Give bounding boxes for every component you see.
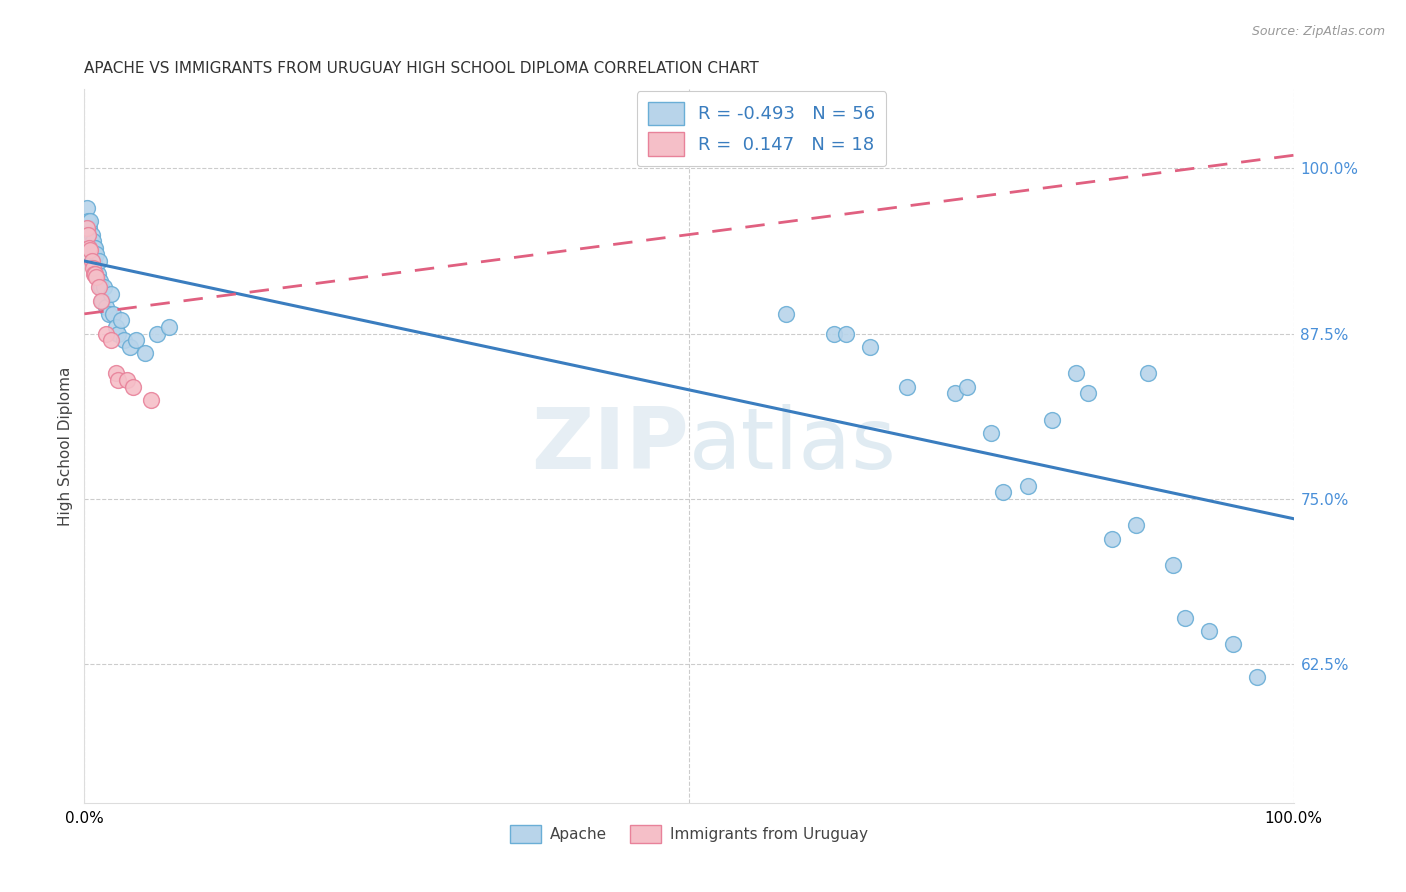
Point xyxy=(956,379,979,393)
Point xyxy=(76,201,98,215)
Point xyxy=(146,326,169,341)
Point xyxy=(82,260,104,275)
Point xyxy=(80,241,103,255)
Point xyxy=(1246,670,1268,684)
Point xyxy=(104,320,127,334)
Point xyxy=(86,267,108,281)
Point xyxy=(86,247,108,261)
Point xyxy=(104,367,127,381)
Point xyxy=(107,326,129,341)
Point xyxy=(89,274,111,288)
Point xyxy=(87,254,110,268)
Text: Source: ZipAtlas.com: Source: ZipAtlas.com xyxy=(1251,25,1385,38)
Point xyxy=(94,300,117,314)
Point xyxy=(107,373,129,387)
Point xyxy=(84,267,107,281)
Point xyxy=(103,307,125,321)
Point xyxy=(93,280,115,294)
Point xyxy=(139,392,162,407)
Point xyxy=(77,227,100,242)
Point xyxy=(84,260,107,275)
Point xyxy=(1125,518,1147,533)
Point xyxy=(993,485,1015,500)
Point xyxy=(77,241,100,255)
Point xyxy=(77,227,100,242)
Point xyxy=(82,234,104,248)
Point xyxy=(86,269,108,284)
Point xyxy=(80,227,103,242)
Point xyxy=(1017,478,1039,492)
Point xyxy=(79,214,101,228)
Text: atlas: atlas xyxy=(689,404,897,488)
Point xyxy=(77,221,100,235)
Point xyxy=(76,221,98,235)
Point xyxy=(90,280,112,294)
Point xyxy=(100,333,122,347)
Point xyxy=(79,234,101,248)
Point xyxy=(82,247,104,261)
Point xyxy=(134,346,156,360)
Point xyxy=(1222,637,1244,651)
Point xyxy=(823,326,845,341)
Point xyxy=(121,379,143,393)
Point xyxy=(835,326,858,341)
Point xyxy=(112,333,135,347)
Point xyxy=(859,340,882,354)
Point xyxy=(1040,412,1063,426)
Point xyxy=(97,307,120,321)
Point xyxy=(77,214,100,228)
Point xyxy=(943,386,966,401)
Point xyxy=(775,307,797,321)
Point xyxy=(83,241,105,255)
Point xyxy=(1137,367,1160,381)
Point xyxy=(1101,532,1123,546)
Legend: Apache, Immigrants from Uruguay: Apache, Immigrants from Uruguay xyxy=(505,819,873,848)
Point xyxy=(1174,611,1197,625)
Point xyxy=(80,254,103,268)
Point xyxy=(120,340,142,354)
Point xyxy=(1161,558,1184,572)
Point xyxy=(91,293,114,308)
Point xyxy=(90,293,112,308)
Text: APACHE VS IMMIGRANTS FROM URUGUAY HIGH SCHOOL DIPLOMA CORRELATION CHART: APACHE VS IMMIGRANTS FROM URUGUAY HIGH S… xyxy=(84,61,759,76)
Point xyxy=(115,373,138,387)
Point xyxy=(87,280,110,294)
Point xyxy=(1198,624,1220,638)
Point xyxy=(1077,386,1099,401)
Point xyxy=(896,379,918,393)
Point xyxy=(94,326,117,341)
Text: ZIP: ZIP xyxy=(531,404,689,488)
Point xyxy=(77,241,100,255)
Point xyxy=(79,244,101,258)
Point xyxy=(157,320,180,334)
Point xyxy=(980,425,1002,440)
Point xyxy=(84,241,107,255)
Point xyxy=(1064,367,1087,381)
Point xyxy=(83,267,105,281)
Point xyxy=(125,333,148,347)
Point xyxy=(100,287,122,301)
Y-axis label: High School Diploma: High School Diploma xyxy=(58,367,73,525)
Point xyxy=(83,254,105,268)
Point xyxy=(110,313,132,327)
